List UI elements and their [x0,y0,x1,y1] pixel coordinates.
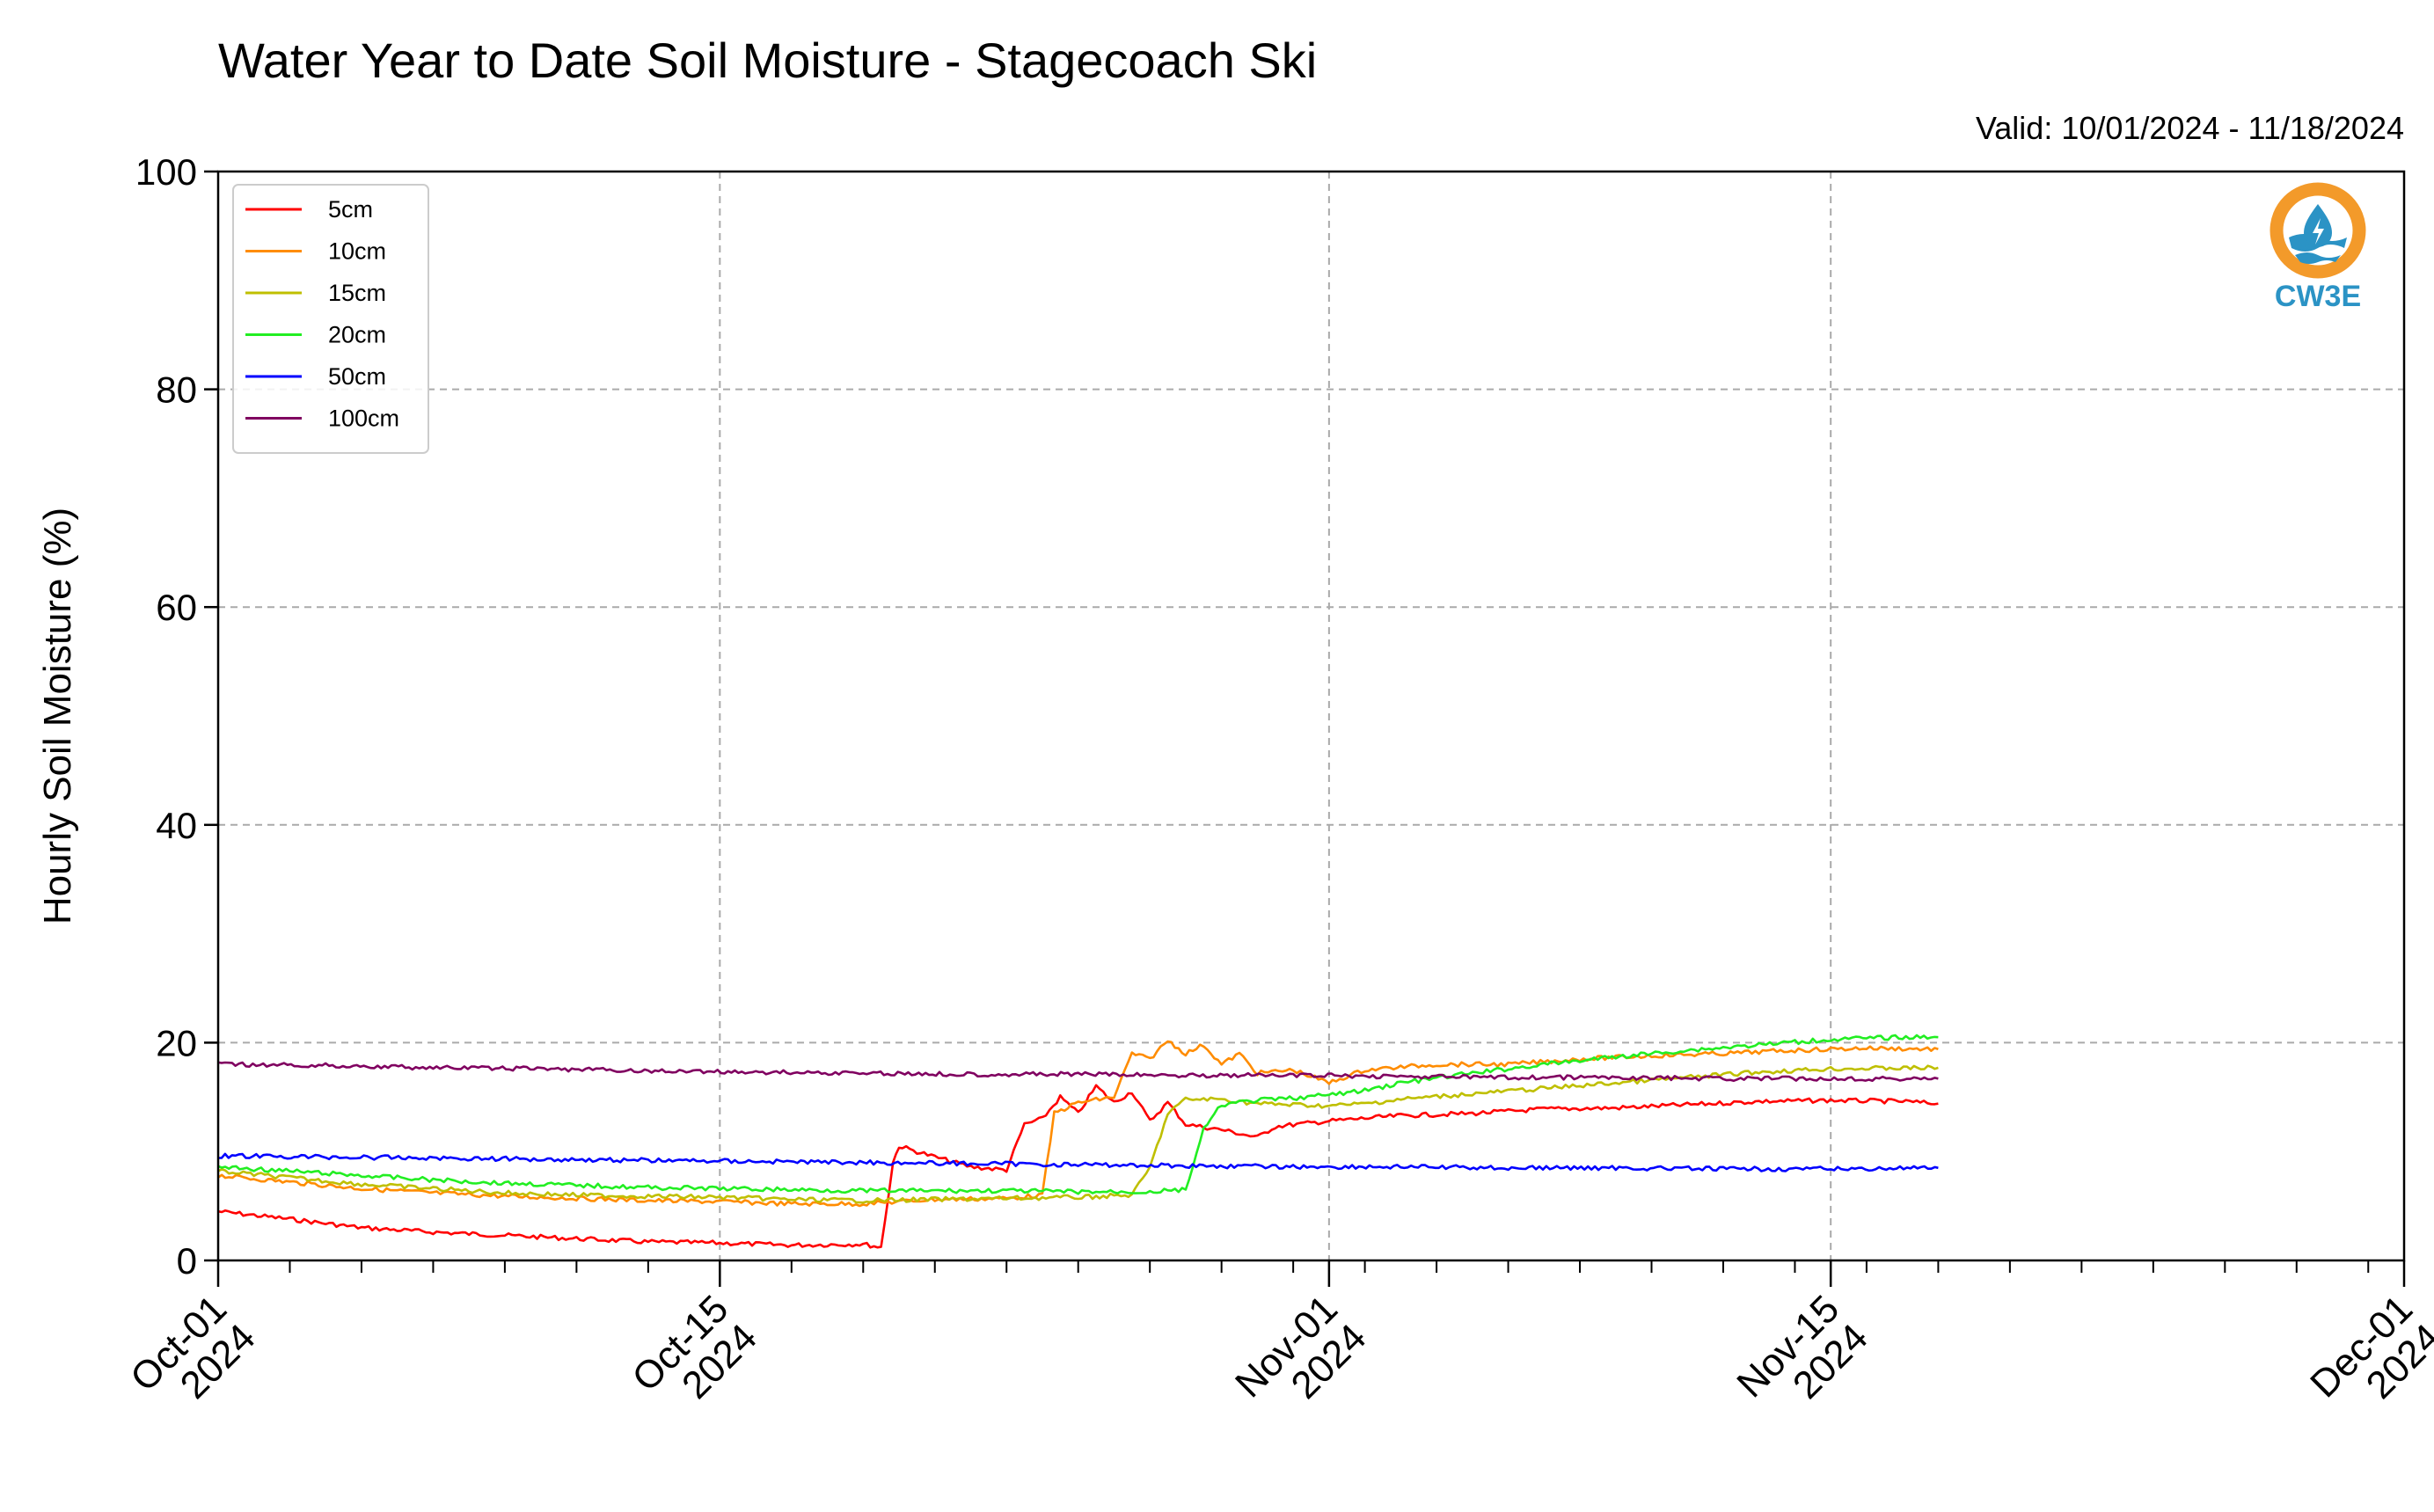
legend-label: 15cm [328,280,386,306]
legend-label: 5cm [328,196,373,223]
series-line-50cm [218,1152,1939,1172]
y-tick-label: 20 [156,1022,197,1063]
legend-label: 50cm [328,363,386,390]
legend-label: 100cm [328,405,399,432]
series-line-20cm [217,1034,1939,1195]
series-line-5cm [217,1084,1939,1249]
y-tick-label: 40 [156,805,197,846]
y-axis-label: Hourly Soil Moisture (%) [36,508,79,924]
valid-date-range: Valid: 10/01/2024 - 11/18/2024 [1976,110,2404,146]
plot-frame [216,170,2406,1262]
grid-lines [218,172,2404,1260]
y-tick-label: 100 [135,151,197,193]
legend-label: 20cm [328,322,386,348]
y-tick-label: 80 [156,369,197,411]
series-line-15cm [217,1064,1939,1204]
series-lines [217,1034,1939,1249]
legend: 5cm 10cm 15cm 20cm 50cm 100cm [232,184,429,454]
series-line-100cm [217,1061,1939,1083]
y-tick-label: 0 [177,1240,197,1282]
logo-text: CW3E [2275,280,2361,313]
chart-title: Water Year to Date Soil Moisture - Stage… [218,33,1317,88]
cw3e-logo-icon [2270,182,2366,279]
cw3e-logo: CW3E [2270,182,2366,313]
legend-label: 10cm [328,238,386,265]
y-tick-label: 60 [156,587,197,628]
y-axis: 0 20 40 60 80 100 [135,151,218,1282]
